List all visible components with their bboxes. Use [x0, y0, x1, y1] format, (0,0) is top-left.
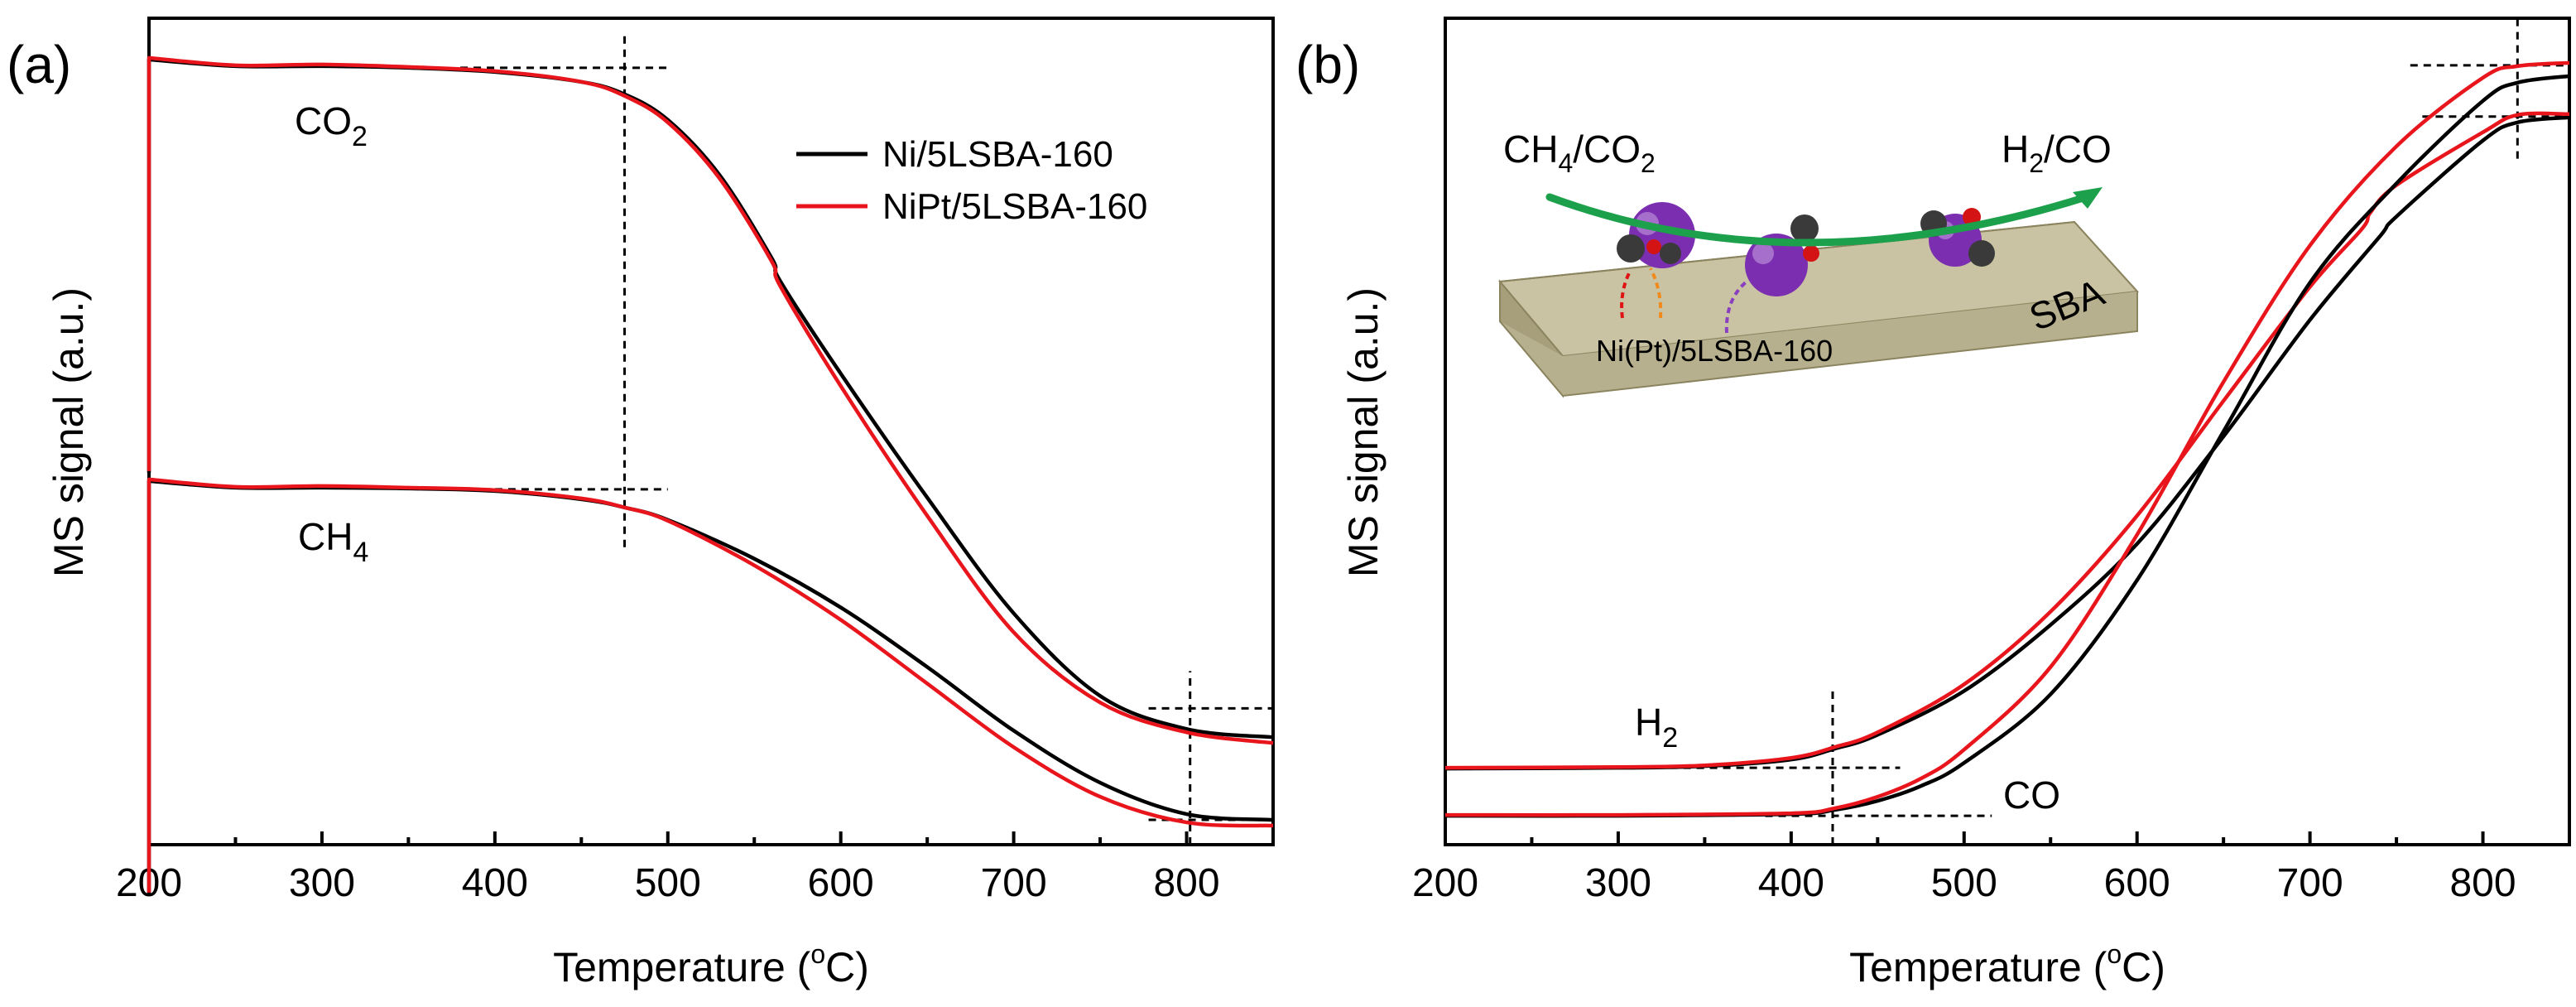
panel-b-xlabel-sup: o: [2107, 939, 2122, 969]
panel-b-xlabel-tail: C): [2122, 944, 2165, 990]
inset-reactants-label: CH4/CO2: [1503, 128, 1656, 178]
legend-label-ni: Ni/5LSBA-160: [882, 134, 1113, 175]
panel-b-x-ticks: 200 300 400 500 600 700 800: [1412, 831, 2571, 905]
panel-b-series-3: [1444, 60, 2570, 817]
panel-b-guide-lines: [1670, 18, 2569, 845]
products-sub: 2: [2029, 148, 2044, 178]
panel-a-series-1: [147, 55, 1274, 745]
co2-annotation-sub: 2: [352, 121, 368, 152]
panel-b: (b) 200 300 400 500 600 700 800 MS signal (a.u…: [1295, 17, 2571, 990]
inset-schematic: SBA Ni(Pt)/5LSBA-160: [1498, 128, 2140, 398]
ch4-annotation-sub: 4: [353, 537, 368, 568]
x-tick-label-400: 400: [1758, 861, 1824, 905]
panel-b-y-axis-title: MS signal (a.u.): [1340, 287, 1387, 577]
panel-a-legend: Ni/5LSBA-160 NiPt/5LSBA-160: [796, 134, 1147, 227]
inset-products-label: H2/CO: [2002, 128, 2112, 178]
x-tick-label-700: 700: [2277, 861, 2343, 905]
x-tick-label-600: 600: [808, 861, 874, 905]
pointer-arrow-orange: [1649, 267, 1663, 319]
panel-a-x-axis-title: Temperature (oC): [553, 939, 869, 990]
panel-b-xlabel-main: Temperature (: [1849, 944, 2107, 990]
x-tick-label-700: 700: [981, 861, 1047, 905]
x-tick-label-200: 200: [1412, 861, 1478, 905]
co2-annotation: CO2: [295, 99, 368, 152]
panel-b-axes-frame: [1444, 17, 2571, 846]
products-main: H: [2002, 128, 2029, 171]
carbon-atom-1b: [1660, 243, 1681, 264]
carbon-atom-1: [1617, 234, 1645, 263]
panel-b-series-2: [1444, 74, 2570, 818]
ch4-annotation-main: CH: [298, 515, 353, 558]
x-tick-label-800: 800: [1153, 861, 1219, 905]
panel-a-xlabel-tail: C): [825, 944, 869, 990]
panel-a-series-3: [147, 477, 1274, 893]
panel-b-x-axis-title: Temperature (oC): [1849, 939, 2165, 990]
panel-a-x-ticks: 200 300 400 500 600 700 800: [116, 831, 1275, 905]
sba-slab-outline: [1499, 220, 2138, 398]
carbon-atom-3b: [1968, 240, 1995, 267]
reactants-sub2: 2: [1641, 148, 1656, 178]
reaction-arrow-head: [2073, 187, 2103, 209]
ni-atom-2-highlight: [1752, 243, 1774, 264]
reactants-sub: 4: [1558, 148, 1573, 178]
x-tick-label-300: 300: [289, 861, 355, 905]
x-tick-label-600: 600: [2104, 861, 2170, 905]
panel-b-series: [1444, 60, 2570, 818]
pointer-arrow-purple: [1724, 280, 1748, 334]
h2-annotation-sub: 2: [1662, 722, 1678, 754]
reaction-arrow-arc: [1545, 193, 2090, 247]
oxygen-atom-2: [1803, 245, 1819, 262]
panel-a-series: [147, 55, 1274, 894]
ch4-annotation: CH4: [298, 515, 368, 568]
x-tick-label-500: 500: [1931, 861, 1997, 905]
co2-annotation-main: CO: [295, 99, 352, 142]
reactants-tail: /CO: [1573, 128, 1641, 171]
carbon-atom-2: [1790, 214, 1819, 243]
oxygen-atom-3: [1963, 208, 1981, 226]
panel-a-xlabel-main: Temperature (: [553, 944, 811, 990]
inset-catalyst-label: Ni(Pt)/5LSBA-160: [1596, 334, 1833, 368]
sba-slab-front: [1500, 292, 2137, 396]
co-annotation-main: CO: [2003, 773, 2060, 817]
h2-annotation-main: H: [1635, 701, 1662, 744]
legend-label-nipt: NiPt/5LSBA-160: [882, 186, 1147, 227]
co-annotation: CO: [2003, 773, 2060, 817]
reactants-main: CH: [1503, 128, 1558, 171]
oxygen-atom-1: [1646, 239, 1661, 254]
products-tail: /CO: [2044, 128, 2112, 171]
panel-a: (a) 200 300 400 500 600 700 800 MS signal (a.u…: [7, 17, 1275, 990]
pointer-arrow-red: [1620, 269, 1632, 319]
x-tick-label-500: 500: [635, 861, 701, 905]
x-tick-label-400: 400: [462, 861, 528, 905]
panel-a-y-axis-title: MS signal (a.u.): [46, 287, 92, 577]
panel-a-label: (a): [7, 35, 71, 94]
x-tick-label-800: 800: [2449, 861, 2516, 905]
h2-annotation: H2: [1635, 701, 1678, 754]
panel-a-xlabel-sup: o: [810, 939, 825, 969]
panel-b-label: (b): [1295, 35, 1360, 94]
x-tick-label-300: 300: [1585, 861, 1651, 905]
